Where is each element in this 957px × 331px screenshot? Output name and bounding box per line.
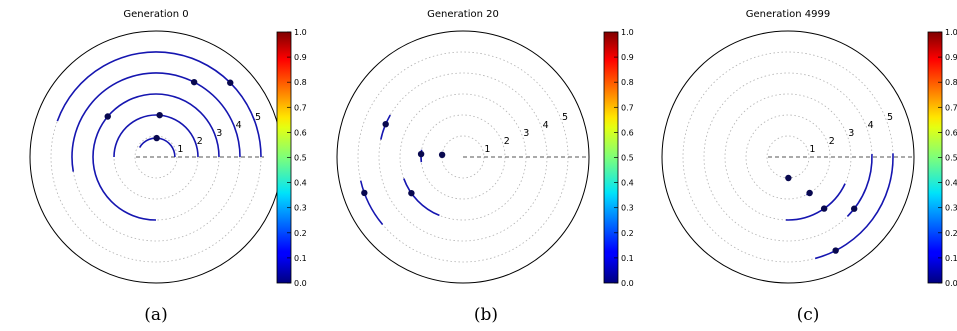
point-2 [156, 111, 163, 119]
colorbar-tick-label: 0.7 [621, 103, 634, 112]
panel-a: Generation 0 1 2 3 4 5 0.0 0.1 0.2 0.3 0.4 0.5 0.6… [29, 9, 307, 325]
colorbar-tick-label: 0.6 [621, 128, 634, 137]
ring-label-4: 4 [543, 120, 549, 131]
colorbar-tick-label: 0.2 [621, 229, 634, 238]
panel-label-a: (a) [144, 305, 167, 325]
arc-3 [403, 178, 440, 217]
panel-c: Generation 4999 1 2 3 4 5 0.0 0.1 0.2 0.3 0.4 0.5… [661, 9, 957, 325]
ring-labels-b: 1 2 3 4 5 [484, 112, 568, 155]
point-3 [104, 113, 111, 120]
arc-4 [846, 154, 873, 217]
colorbar-tick-label: 0.9 [294, 53, 307, 62]
point-3 [820, 205, 828, 212]
colorbar-tick-label: 0.5 [621, 154, 634, 163]
colorbar-tick-label: 0.5 [945, 154, 957, 163]
ring-label-4: 4 [236, 120, 242, 131]
colorbar-tick-label: 0.4 [945, 179, 957, 188]
colorbar-tick-label: 0.7 [294, 103, 307, 112]
colorbar-tick-label: 0.0 [621, 279, 634, 288]
grid-ring-1 [766, 135, 810, 179]
colorbar-tick-label: 0.3 [294, 204, 307, 213]
arc-5 [56, 51, 262, 158]
colorbar-tick-label: 0.2 [294, 229, 307, 238]
colorbar-tick-label: 0.8 [945, 78, 957, 87]
point-5 [832, 247, 839, 254]
colorbar-tick-label: 1.0 [621, 28, 634, 37]
point-4 [190, 78, 198, 86]
ring-label-1: 1 [177, 144, 183, 155]
point-1 [153, 134, 160, 142]
ring-label-3: 3 [523, 128, 529, 139]
point-1 [785, 174, 792, 182]
arcs-c [785, 153, 894, 260]
ring-label-5: 5 [887, 112, 893, 123]
grid-ring-1 [134, 135, 178, 179]
colorbar-ticks-c: 0.0 0.1 0.2 0.3 0.4 0.5 0.6 0.7 0.8 0.9 1.0 [938, 28, 957, 288]
ring-label-4: 4 [868, 120, 874, 131]
colorbar-tick-label: 0.1 [294, 254, 307, 263]
panel-label-c: (c) [797, 305, 820, 325]
colorbar-tick-label: 0.5 [294, 154, 307, 163]
panel-label-b: (b) [474, 305, 498, 325]
colorbar-tick-label: 0.9 [945, 53, 957, 62]
arcs-b [359, 114, 446, 226]
ring-label-2: 2 [829, 136, 835, 147]
colorbar-tick-label: 1.0 [945, 28, 957, 37]
point-5 [227, 79, 234, 86]
colorbar-ticks-b: 0.0 0.1 0.2 0.3 0.4 0.5 0.6 0.7 0.8 0.9 1.0 [614, 28, 634, 288]
arc-5 [814, 153, 894, 260]
colorbar-tick-label: 0.9 [621, 53, 634, 62]
colorbar-ticks-a: 0.0 0.1 0.2 0.3 0.4 0.5 0.6 0.7 0.8 0.9 1.0 [287, 28, 307, 288]
colorbar-tick-label: 0.0 [294, 279, 307, 288]
point-2 [806, 189, 813, 197]
ring-label-2: 2 [504, 136, 510, 147]
outer-circle-b [336, 30, 590, 284]
colorbar-tick-label: 0.0 [945, 279, 957, 288]
colorbar-tick-label: 0.3 [945, 204, 957, 213]
ring-label-5: 5 [255, 112, 261, 123]
colorbar-tick-label: 0.6 [945, 128, 957, 137]
colorbar-tick-label: 0.1 [945, 254, 957, 263]
arc-3 [785, 183, 846, 221]
colorbar-tick-label: 0.6 [294, 128, 307, 137]
arcs-a [56, 51, 262, 221]
arc-3 [92, 93, 220, 221]
grid-ring-3 [724, 93, 852, 221]
ring-label-3: 3 [848, 128, 854, 139]
point-5 [361, 189, 368, 197]
point-2 [417, 150, 425, 158]
colorbar-tick-label: 0.4 [294, 179, 307, 188]
ring-label-2: 2 [197, 136, 203, 147]
ring-label-1: 1 [809, 144, 815, 155]
point-3 [408, 189, 415, 197]
ring-labels-c: 1 2 3 4 5 [809, 112, 893, 155]
colorbar-tick-label: 0.8 [294, 78, 307, 87]
chart-title-a: Generation 0 [123, 9, 188, 20]
grid-ring-2 [745, 114, 831, 200]
colorbar-tick-label: 0.2 [945, 229, 957, 238]
point-1 [438, 151, 446, 158]
arc-2 [113, 114, 199, 158]
arc-5 [359, 180, 384, 226]
colorbar-tick-label: 1.0 [294, 28, 307, 37]
arc-4 [71, 72, 241, 172]
point-4 [850, 205, 858, 212]
ring-label-5: 5 [562, 112, 568, 123]
colorbar-tick-label: 0.1 [621, 254, 634, 263]
colorbar-tick-label: 0.7 [945, 103, 957, 112]
colorbar-tick-label: 0.4 [621, 179, 634, 188]
ring-label-1: 1 [484, 144, 490, 155]
colorbar-tick-label: 0.8 [621, 78, 634, 87]
point-4 [382, 120, 389, 128]
colorbar-tick-label: 0.3 [621, 204, 634, 213]
chart-title-b: Generation 20 [427, 9, 499, 20]
ring-labels-a: 1 2 3 4 5 [177, 112, 261, 155]
ring-label-3: 3 [216, 128, 222, 139]
arc-1 [138, 137, 176, 158]
outer-circle-c [661, 30, 915, 284]
chart-title-c: Generation 4999 [746, 9, 830, 20]
